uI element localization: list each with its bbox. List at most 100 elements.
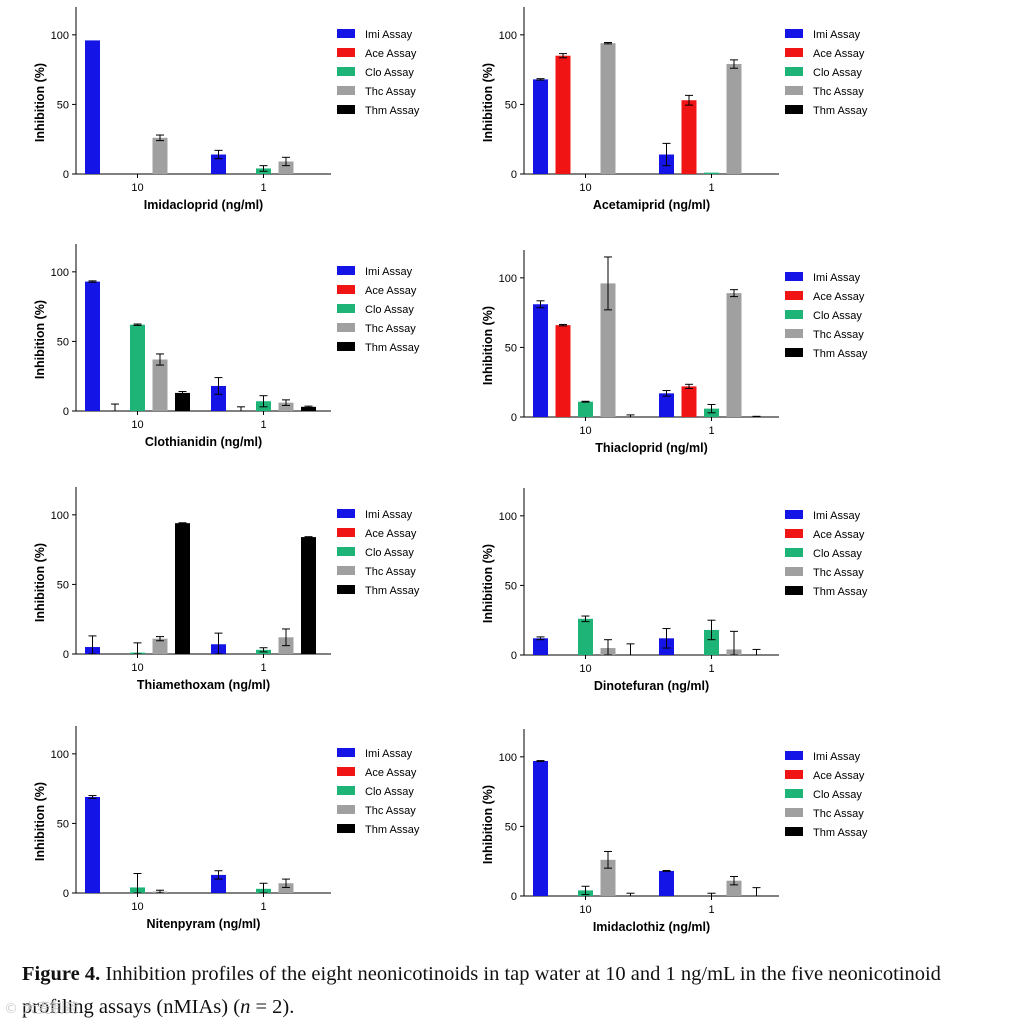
y-axis-label: Inhibition (%) xyxy=(481,785,495,864)
y-tick-label: 100 xyxy=(499,30,517,42)
legend-swatch xyxy=(785,48,803,57)
y-axis-label: Inhibition (%) xyxy=(481,63,495,142)
legend-label: Clo Assay xyxy=(365,67,414,79)
y-tick-label: 0 xyxy=(63,169,69,181)
bar-ace-assay xyxy=(681,386,697,417)
legend-label: Ace Assay xyxy=(813,48,865,60)
y-axis-label: Inhibition (%) xyxy=(33,300,47,379)
x-tick-label: 10 xyxy=(131,662,143,674)
y-tick-label: 50 xyxy=(505,580,517,592)
x-axis-label: Dinotefuran (ng/ml) xyxy=(594,679,709,693)
bar-thm-assay xyxy=(175,392,190,411)
legend-label: Ace Assay xyxy=(365,528,417,540)
legend-swatch xyxy=(337,528,355,537)
legend-swatch xyxy=(785,272,803,281)
caption-text-end: = 2). xyxy=(250,996,295,1018)
y-tick-label: 0 xyxy=(511,412,517,424)
x-tick-label: 10 xyxy=(579,182,591,194)
legend-label: Clo Assay xyxy=(813,789,862,801)
legend-swatch xyxy=(337,342,355,351)
legend-swatch xyxy=(785,548,803,557)
legend-label: Thm Assay xyxy=(813,348,868,360)
legend-swatch xyxy=(785,827,803,836)
legend-label: Imi Assay xyxy=(365,509,413,521)
y-tick-label: 0 xyxy=(63,888,69,900)
legend-label: Thc Assay xyxy=(365,566,416,578)
y-tick-label: 50 xyxy=(57,99,69,111)
figure-caption: Figure 4. Inhibition profiles of the eig… xyxy=(22,958,1007,1024)
bar-imi-assay xyxy=(85,796,100,893)
legend-label: Imi Assay xyxy=(813,272,861,284)
y-tick-label: 50 xyxy=(57,818,69,830)
legend-label: Clo Assay xyxy=(813,67,862,79)
legend-swatch xyxy=(785,567,803,576)
legend-swatch xyxy=(337,566,355,575)
legend-swatch xyxy=(337,304,355,313)
legend-swatch xyxy=(785,751,803,760)
x-tick-label: 1 xyxy=(260,419,266,431)
legend-swatch xyxy=(337,29,355,38)
legend-swatch xyxy=(337,547,355,556)
bar-imi-assay xyxy=(533,79,548,174)
caption-label: Figure 4. xyxy=(22,963,101,985)
x-axis-label: Imidaclothiz (ng/ml) xyxy=(593,920,710,934)
legend-label: Thm Assay xyxy=(365,824,420,836)
bar-thc-assay xyxy=(152,638,168,654)
x-tick-label: 1 xyxy=(260,662,266,674)
x-tick-label: 10 xyxy=(579,425,591,437)
y-tick-label: 0 xyxy=(63,649,69,661)
x-tick-label: 1 xyxy=(260,182,266,194)
legend-label: Imi Assay xyxy=(813,751,861,763)
legend-swatch xyxy=(337,786,355,795)
y-tick-label: 0 xyxy=(511,650,517,662)
bar-thc-assay xyxy=(600,283,616,417)
bar-imi-assay xyxy=(659,393,674,417)
bar-ace-assay xyxy=(681,100,697,174)
legend-label: Ace Assay xyxy=(365,285,417,297)
chart-panel-8: 0 50 100 10 1 Imidaclothiz (ng/ml) Inhibition … xyxy=(481,729,868,934)
legend-swatch xyxy=(785,770,803,779)
legend-swatch xyxy=(337,48,355,57)
legend-swatch xyxy=(337,805,355,814)
legend-label: Imi Assay xyxy=(813,510,861,522)
y-axis-label: Inhibition (%) xyxy=(33,543,47,622)
x-axis-label: Imidacloprid (ng/ml) xyxy=(144,198,263,212)
bar-thc-assay xyxy=(726,64,742,174)
x-axis-label: Thiacloprid (ng/ml) xyxy=(595,441,708,455)
bar-clo-assay xyxy=(578,618,593,655)
bar-imi-assay xyxy=(533,761,548,896)
bar-imi-assay xyxy=(211,154,226,174)
watermark: © 大麦制药 xyxy=(4,1001,79,1017)
legend-label: Imi Assay xyxy=(813,29,861,41)
legend-label: Thc Assay xyxy=(813,329,864,341)
x-axis-label: Acetamiprid (ng/ml) xyxy=(593,198,710,212)
legend-label: Ace Assay xyxy=(365,767,417,779)
legend-swatch xyxy=(785,586,803,595)
legend-label: Thm Assay xyxy=(365,342,420,354)
legend-label: Ace Assay xyxy=(365,48,417,60)
legend-label: Thm Assay xyxy=(813,105,868,117)
legend-label: Thc Assay xyxy=(813,86,864,98)
legend-label: Thc Assay xyxy=(365,323,416,335)
legend-label: Ace Assay xyxy=(813,529,865,541)
y-tick-label: 50 xyxy=(505,342,517,354)
x-axis-label: Clothianidin (ng/ml) xyxy=(145,435,262,449)
legend-swatch xyxy=(337,266,355,275)
legend-label: Clo Assay xyxy=(365,786,414,798)
y-axis-label: Inhibition (%) xyxy=(33,782,47,861)
legend-label: Ace Assay xyxy=(813,291,865,303)
legend-label: Thc Assay xyxy=(365,86,416,98)
x-tick-label: 10 xyxy=(579,904,591,916)
x-tick-label: 10 xyxy=(579,663,591,675)
bar-imi-assay xyxy=(85,40,100,175)
x-tick-label: 10 xyxy=(131,182,143,194)
bar-thc-assay xyxy=(278,161,294,174)
y-tick-label: 100 xyxy=(51,749,69,761)
bar-thc-assay xyxy=(600,43,616,174)
legend-label: Clo Assay xyxy=(365,547,414,559)
legend-swatch xyxy=(337,748,355,757)
bar-clo-assay xyxy=(578,401,593,417)
legend-label: Thm Assay xyxy=(365,105,420,117)
bar-ace-assay xyxy=(555,325,571,417)
chart-panel-2: 0 50 100 10 1 Acetamiprid (ng/ml) Inhibition (… xyxy=(481,7,868,212)
